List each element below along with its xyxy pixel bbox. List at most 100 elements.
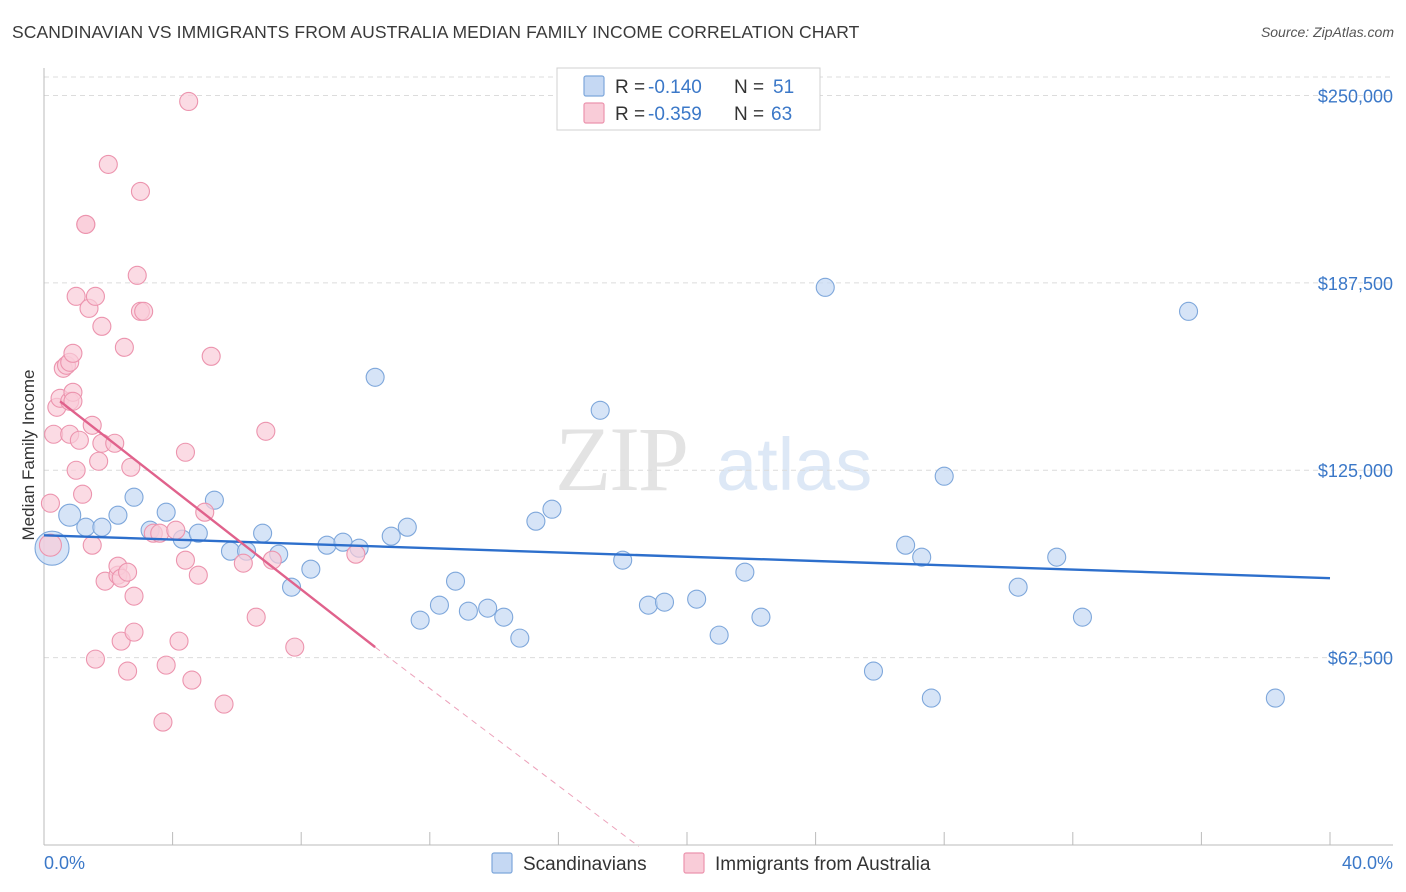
australia-point-22 <box>85 286 105 306</box>
watermark: ZIP atlas <box>555 408 872 510</box>
trend-line-scandinavians <box>43 534 1331 580</box>
australia-point-38 <box>124 622 144 642</box>
scandinavian-point-25 <box>445 571 466 591</box>
scandinavian-point-22 <box>397 517 417 537</box>
australia-point-57 <box>214 694 234 714</box>
australia-point-10 <box>63 343 83 363</box>
australia-point-41 <box>130 181 150 201</box>
scandinavian-point-5 <box>124 487 144 507</box>
scandinavian-point-16 <box>301 559 321 579</box>
australia-point-16 <box>73 484 93 504</box>
x-tick-label-max: 40.0% <box>1342 853 1393 873</box>
australia-point-59 <box>246 607 266 627</box>
australia-point-56 <box>201 346 221 366</box>
y-tick-label-2: $187,500 <box>1318 274 1393 294</box>
scandinavian-point-13 <box>253 523 273 543</box>
correlation-legend: R = -0.140 N = 51 R = -0.359 N = 63 <box>556 67 821 131</box>
australia-point-21 <box>82 535 102 555</box>
scandinavian-point-35 <box>654 592 675 612</box>
bottom-legend-label-australia: Immigrants from Australia <box>715 854 931 875</box>
watermark-atlas: atlas <box>716 423 872 506</box>
x-tick-label-min: 0.0% <box>44 853 85 873</box>
australia-point-37 <box>121 457 141 477</box>
scandinavian-point-31 <box>542 499 562 519</box>
bottom-legend-swatch-australia <box>683 852 705 874</box>
watermark-zip: ZIP <box>555 408 687 510</box>
y-tick-label-1: $125,000 <box>1318 461 1393 481</box>
scandinavian-point-2 <box>76 517 96 537</box>
australia-point-63 <box>346 544 366 564</box>
legend-r-label-2: R = <box>615 104 645 125</box>
australia-point-52 <box>179 91 199 112</box>
scandinavian-point-47 <box>1047 547 1067 567</box>
legend-r-value-2: -0.359 <box>648 104 702 125</box>
scandinavian-point-30 <box>526 511 546 531</box>
scandinavian-point-36 <box>687 589 707 609</box>
y-axis-tick-labels: $62,500 $125,000 $187,500 $250,000 <box>1318 86 1393 668</box>
scandinavian-point-28 <box>494 607 514 627</box>
australia-point-28 <box>98 154 118 174</box>
scandinavian-point-20 <box>365 367 385 387</box>
trend-line-australia-extension <box>374 646 640 847</box>
australia-point-49 <box>169 631 189 651</box>
bottom-legend-label-scandinavians: Scandinavians <box>523 854 647 875</box>
australia-point-34 <box>114 337 134 357</box>
scandinavian-point-29 <box>510 628 530 648</box>
scandinavian-point-48 <box>1072 607 1092 627</box>
scandinavian-point-43 <box>912 547 932 567</box>
y-axis-label: Median Family Income <box>19 369 38 540</box>
scandinavian-point-39 <box>751 607 771 627</box>
scandinavian-point-24 <box>429 595 449 615</box>
scandinavian-point-4 <box>108 505 128 525</box>
y-tick-label-3: $250,000 <box>1318 86 1393 106</box>
legend-r-label-1: R = <box>615 77 645 98</box>
source-credit: Source: ZipAtlas.com <box>1260 24 1394 40</box>
australia-point-23 <box>85 649 105 669</box>
australia-point-39 <box>124 586 144 606</box>
y-tick-label-0: $62,500 <box>1328 649 1393 669</box>
legend-r-value-1: -0.140 <box>648 77 702 98</box>
scandinavian-point-37 <box>709 625 729 645</box>
australia-point-35 <box>118 562 138 582</box>
australia-point-53 <box>182 670 202 690</box>
australia-point-13 <box>66 286 86 306</box>
australia-point-62 <box>285 637 305 657</box>
scandinavian-point-27 <box>478 598 498 618</box>
scandinavian-point-45 <box>934 466 954 486</box>
series-legend: Scandinavians Immigrants from Australia <box>491 852 931 875</box>
legend-swatch-australia <box>583 102 605 124</box>
australia-point-47 <box>156 655 176 675</box>
scandinavian-point-42 <box>896 535 916 555</box>
australia-point-58 <box>233 553 253 573</box>
australia-point-26 <box>92 316 112 336</box>
x-axis-ticks <box>43 832 1331 845</box>
australia-point-1 <box>40 493 60 513</box>
scandinavian-point-38 <box>735 562 755 582</box>
scandinavian-point-32 <box>590 400 610 420</box>
chart-title: SCANDINAVIAN VS IMMIGRANTS FROM AUSTRALI… <box>12 22 860 42</box>
australia-point-46 <box>153 712 173 732</box>
scandinavian-point-15 <box>282 577 302 597</box>
australia-point-40 <box>127 265 147 285</box>
series-australia-points <box>38 91 366 732</box>
scandinavian-point-50 <box>1265 688 1285 708</box>
australia-point-51 <box>175 442 196 462</box>
australia-point-14 <box>66 460 86 480</box>
legend-n-label-2: N = <box>734 104 764 125</box>
scandinavian-point-1 <box>58 503 82 527</box>
scandinavian-point-21 <box>381 526 401 546</box>
legend-n-value-1: 51 <box>773 77 794 98</box>
scandinavian-point-44 <box>921 688 941 708</box>
australia-point-43 <box>134 301 154 321</box>
scandinavian-point-3 <box>92 517 112 537</box>
scandinavian-point-41 <box>863 661 884 681</box>
australia-point-36 <box>118 661 138 681</box>
australia-point-0 <box>38 533 62 557</box>
australia-point-18 <box>76 214 96 234</box>
scandinavian-point-7 <box>156 502 176 522</box>
scandinavian-point-26 <box>458 601 478 621</box>
trend-line-australia <box>59 400 376 649</box>
scandinavian-point-46 <box>1008 577 1028 597</box>
scandinavian-point-40 <box>815 277 835 297</box>
